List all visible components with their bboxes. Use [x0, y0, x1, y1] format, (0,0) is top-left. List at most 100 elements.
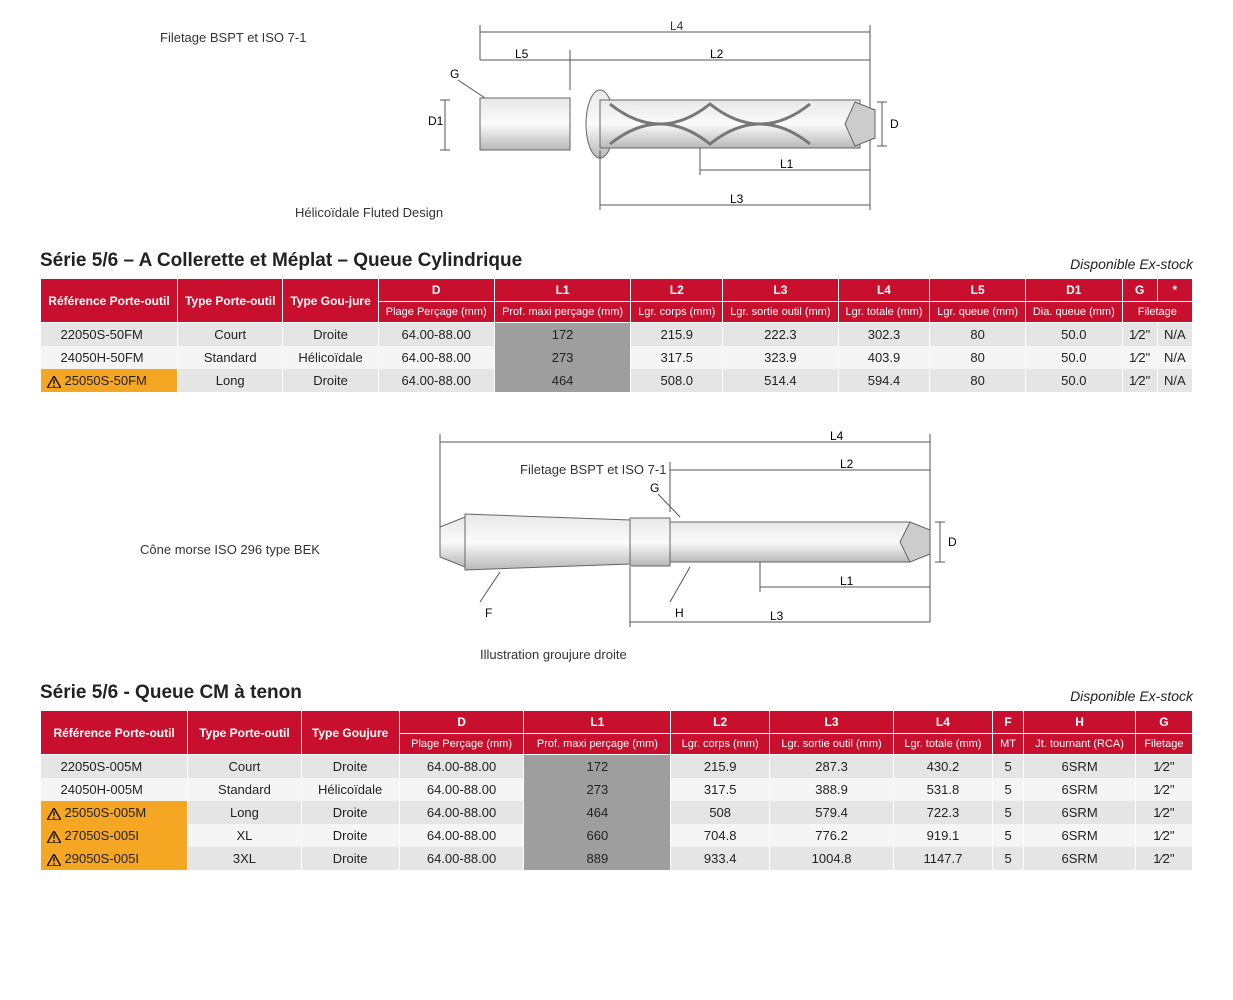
table2-title-row: Série 5/6 - Queue CM à tenon Disponible …: [40, 682, 1193, 704]
cell-h: 6SRM: [1024, 847, 1135, 870]
cell-g: 1⁄2": [1135, 778, 1192, 801]
cell-g: 1⁄2": [1135, 824, 1192, 847]
cell-goujure: Droite: [301, 847, 399, 870]
cell-l4: 919.1: [894, 824, 993, 847]
cell-ref: 25050S-005M: [41, 801, 188, 824]
th-d: D: [378, 279, 494, 302]
th-l2: L2: [631, 279, 723, 302]
cell-g: 1⁄2": [1122, 369, 1157, 392]
cell-ref: 24050H-50FM: [41, 346, 178, 369]
cell-type: 3XL: [188, 847, 301, 870]
cell-d: 64.00-88.00: [399, 755, 524, 779]
warning-icon: [47, 831, 61, 843]
th-goujure: Type Gou-jure: [283, 279, 378, 323]
table-row: 22050S-005MCourtDroite64.00-88.00172215.…: [41, 755, 1193, 779]
th-d1-sub: Dia. queue (mm): [1025, 302, 1122, 323]
cell-l5: 80: [930, 323, 1026, 347]
cell-l2: 933.4: [671, 847, 770, 870]
cell-d: 64.00-88.00: [378, 323, 494, 347]
cell-goujure: Droite: [283, 323, 378, 347]
svg-text:L3: L3: [770, 609, 784, 623]
th-l4: L4: [838, 279, 930, 302]
table2-availability: Disponible Ex-stock: [1070, 688, 1193, 704]
cell-l4: 722.3: [894, 801, 993, 824]
cell-l2: 317.5: [631, 346, 723, 369]
table1-availability: Disponible Ex-stock: [1070, 256, 1193, 272]
cell-ref: 25050S-50FM: [41, 369, 178, 392]
table-row: 24050H-50FMStandardHélicoïdale64.00-88.0…: [41, 346, 1193, 369]
table-row: 25050S-005MLongDroite64.00-88.0046450857…: [41, 801, 1193, 824]
cell-f: 5: [992, 778, 1024, 801]
svg-text:F: F: [485, 606, 492, 620]
cell-goujure: Droite: [301, 824, 399, 847]
svg-text:D: D: [890, 117, 899, 131]
cell-l4: 531.8: [894, 778, 993, 801]
th2-l2: L2: [671, 711, 770, 734]
cell-l1: 889: [524, 847, 671, 870]
svg-text:D: D: [948, 535, 957, 549]
cell-l3: 776.2: [769, 824, 893, 847]
cell-l3: 1004.8: [769, 847, 893, 870]
cell-type: Court: [188, 755, 301, 779]
svg-text:L4: L4: [670, 20, 684, 33]
cell-l1: 273: [494, 346, 631, 369]
thread-label: Filetage BSPT et ISO 7-1: [160, 30, 306, 45]
th2-f-sub: MT: [992, 734, 1024, 755]
cell-l1: 464: [494, 369, 631, 392]
table2-body: 22050S-005MCourtDroite64.00-88.00172215.…: [41, 755, 1193, 871]
cell-type: Long: [188, 801, 301, 824]
cell-star: N/A: [1157, 323, 1192, 347]
cell-l1: 660: [524, 824, 671, 847]
th-ref: Référence Porte-outil: [41, 279, 178, 323]
diagram-1-svg: L4 L5 L2 G D1 D L1 L3: [300, 20, 1200, 240]
th-l2-sub: Lgr. corps (mm): [631, 302, 723, 323]
cell-goujure: Droite: [301, 801, 399, 824]
cell-type: Long: [177, 369, 282, 392]
cell-l3: 514.4: [723, 369, 838, 392]
diagram-2-svg: L4 L2 G D F H L1 L3: [370, 422, 1233, 672]
cell-g: 1⁄2": [1135, 755, 1192, 779]
cell-ref: 22050S-005M: [41, 755, 188, 779]
th2-ref: Référence Porte-outil: [41, 711, 188, 755]
diagram-2: Cône morse ISO 296 type BEK Filetage BSP…: [40, 422, 1193, 672]
table2-head: Référence Porte-outil Type Porte-outil T…: [41, 711, 1193, 755]
cell-d: 64.00-88.00: [399, 824, 524, 847]
svg-text:L5: L5: [515, 47, 529, 61]
table2: Référence Porte-outil Type Porte-outil T…: [40, 710, 1193, 870]
cell-l5: 80: [930, 369, 1026, 392]
cell-ref: 24050H-005M: [41, 778, 188, 801]
cell-l2: 215.9: [671, 755, 770, 779]
cell-h: 6SRM: [1024, 778, 1135, 801]
th-g: G: [1122, 279, 1157, 302]
th-l3: L3: [723, 279, 838, 302]
cell-d: 64.00-88.00: [399, 801, 524, 824]
table1: Référence Porte-outil Type Porte-outil T…: [40, 278, 1193, 392]
table-row: 27050S-005IXLDroite64.00-88.00660704.877…: [41, 824, 1193, 847]
cell-l5: 80: [930, 346, 1026, 369]
cell-l2: 215.9: [631, 323, 723, 347]
cell-l3: 579.4: [769, 801, 893, 824]
cell-l2: 317.5: [671, 778, 770, 801]
cell-g: 1⁄2": [1135, 847, 1192, 870]
table-row: 25050S-50FMLongDroite64.00-88.00464508.0…: [41, 369, 1193, 392]
th-star: *: [1157, 279, 1192, 302]
cell-goujure: Hélicoïdale: [301, 778, 399, 801]
th2-g-sub: Filetage: [1135, 734, 1192, 755]
th2-g: G: [1135, 711, 1192, 734]
cell-l1: 273: [524, 778, 671, 801]
cone-label: Cône morse ISO 296 type BEK: [140, 542, 320, 557]
th2-l1-sub: Prof. maxi perçage (mm): [524, 734, 671, 755]
th2-l4: L4: [894, 711, 993, 734]
svg-text:D1: D1: [428, 114, 444, 128]
table1-body: 22050S-50FMCourtDroite64.00-88.00172215.…: [41, 323, 1193, 393]
svg-text:L3: L3: [730, 192, 744, 206]
cell-type: XL: [188, 824, 301, 847]
th-l1-sub: Prof. maxi perçage (mm): [494, 302, 631, 323]
cell-d: 64.00-88.00: [399, 778, 524, 801]
svg-text:H: H: [675, 606, 684, 620]
table2-title: Série 5/6 - Queue CM à tenon: [40, 682, 302, 704]
th-l5-sub: Lgr. queue (mm): [930, 302, 1026, 323]
table1-title-row: Série 5/6 – A Collerette et Méplat – Que…: [40, 250, 1193, 272]
th2-f: F: [992, 711, 1024, 734]
table1-head: Référence Porte-outil Type Porte-outil T…: [41, 279, 1193, 323]
